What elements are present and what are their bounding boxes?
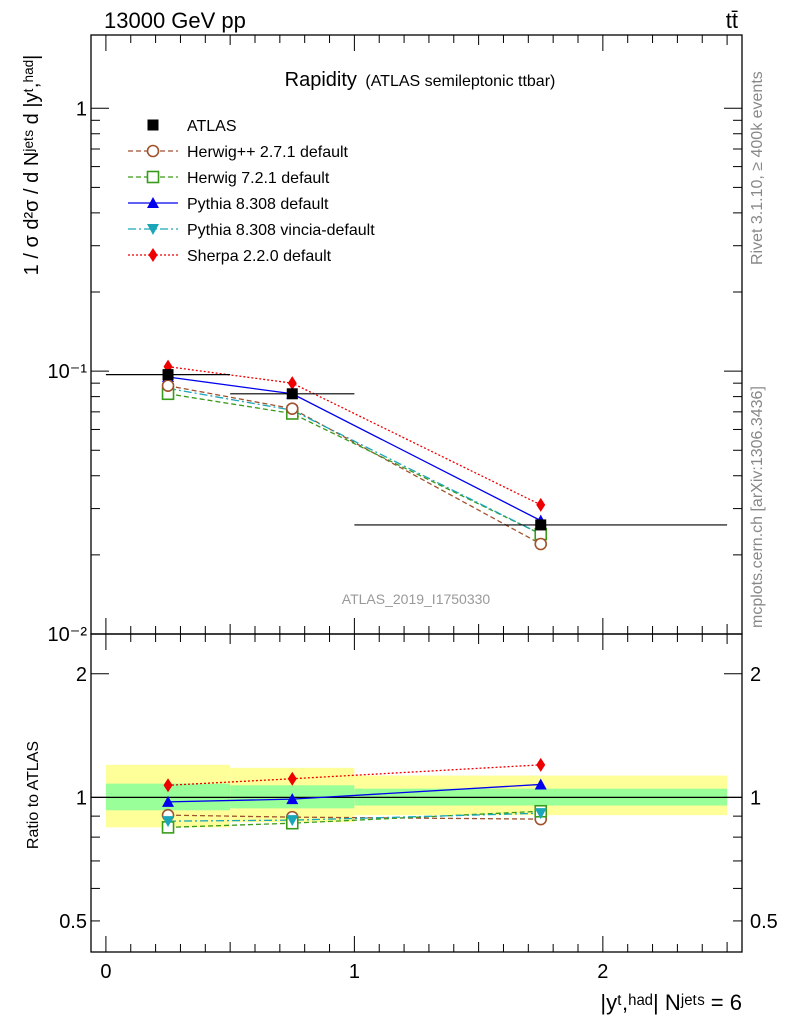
- x-tick-label: 2: [597, 961, 608, 983]
- ratio-axes: 2 2 1 1 0.5 0.5 0 1 2: [59, 633, 778, 983]
- legend-label-herwigpp: Herwig++ 2.7.1 default: [187, 144, 349, 161]
- point-sherpa-2: [536, 497, 546, 512]
- point-sherpa-1: [287, 376, 297, 391]
- process-label: tt̄: [726, 8, 738, 33]
- legend-label-vincia: Pythia 8.308 vincia-default: [187, 222, 375, 239]
- chart-title: Rapidity (ATLAS semileptonic ttbar): [285, 69, 556, 91]
- series-line-pythia: [167, 376, 542, 522]
- ratio-point-vincia-0: [162, 816, 175, 828]
- ratio-y-tick-label-left: 0.5: [59, 911, 87, 933]
- y-tick-label: 10⁻²: [48, 624, 88, 646]
- analysis-id-label: ATLAS_2019_I1750330: [342, 591, 491, 607]
- source-label: mcplots.cern.ch [arXiv:1306.3436]: [749, 386, 766, 628]
- legend-marker-vincia: [147, 224, 159, 235]
- ratio-point-pythia-1: [286, 793, 299, 805]
- ratio-frame: [90, 633, 743, 953]
- point-herwigpp-2: [534, 537, 548, 551]
- ratio-y-tick-label-right: 1: [750, 787, 761, 809]
- x-tick-label: 0: [100, 961, 111, 983]
- ratio-point-sherpa-0: [163, 778, 173, 793]
- chart-subtitle: (ATLAS semileptonic ttbar): [365, 73, 555, 90]
- ratio-point-pythia-0: [162, 795, 175, 807]
- ratio-point-vincia-2: [534, 808, 547, 820]
- series-line-vincia: [167, 387, 542, 535]
- legend-marker-atlas: [147, 119, 159, 131]
- ratio-point-pythia-2: [534, 778, 547, 790]
- ratio-panel: 2 2 1 1 0.5 0.5 0 1 2 Ratio to ATLAS |yᵗ,ʰᵃᵈ| Nʲ…: [25, 633, 778, 1015]
- main-y-axis-label: 1 / σ d²σ / d Nʲᵉᵗˢ d |yᵗ,ʰᵃᵈ|: [21, 55, 43, 276]
- legend-label-atlas: ATLAS: [187, 118, 237, 135]
- chart-title-main: Rapidity: [285, 69, 357, 91]
- y-tick-label: 10⁻¹: [48, 361, 88, 383]
- rivet-version-label: Rivet 3.1.10, ≥ 400k events: [749, 71, 766, 265]
- legend-marker-pythia: [147, 197, 159, 208]
- ratio-point-vincia-1: [286, 815, 299, 827]
- series-line-herwigpp: [167, 385, 542, 545]
- legend: ATLAS Herwig++ 2.7.1 default Herwig 7.2.1 …: [128, 118, 375, 265]
- y-tick-label: 1: [76, 98, 87, 120]
- main-series-markers: [105, 359, 728, 551]
- main-panel: 1 10⁻¹ 10⁻² Rapidity (ATLAS semileptonic t…: [21, 34, 743, 646]
- series-line-sherpa: [167, 366, 542, 506]
- energy-label: 13000 GeV pp: [104, 8, 246, 33]
- legend-label-pythia: Pythia 8.308 default: [187, 196, 329, 213]
- x-tick-label: 1: [349, 961, 360, 983]
- series-line-herwig7: [167, 393, 542, 535]
- legend-marker-herwig7: [146, 170, 160, 184]
- legend-marker-herwigpp: [146, 144, 160, 158]
- x-axis-label: |yᵗ,ʰᵃᵈ| Nʲᵉᵗˢ = 6: [600, 990, 742, 1015]
- ratio-y-axis-label: Ratio to ATLAS: [25, 741, 42, 849]
- legend-label-herwig7: Herwig 7.2.1 default: [187, 170, 330, 187]
- point-herwigpp-0: [161, 379, 175, 393]
- ratio-y-tick-label-left: 2: [76, 664, 87, 686]
- ratio-series-markers: [161, 757, 548, 834]
- legend-marker-sherpa: [148, 248, 158, 262]
- ratio-point-sherpa-2: [536, 757, 546, 772]
- legend-label-sherpa: Sherpa 2.2.0 default: [187, 248, 332, 265]
- point-herwigpp-1: [285, 402, 299, 415]
- ratio-point-sherpa-1: [287, 771, 297, 786]
- ratio-y-tick-label-right: 2: [750, 664, 761, 686]
- ratio-y-tick-label-left: 1: [76, 787, 87, 809]
- ratio-y-tick-label-right: 0.5: [750, 911, 778, 933]
